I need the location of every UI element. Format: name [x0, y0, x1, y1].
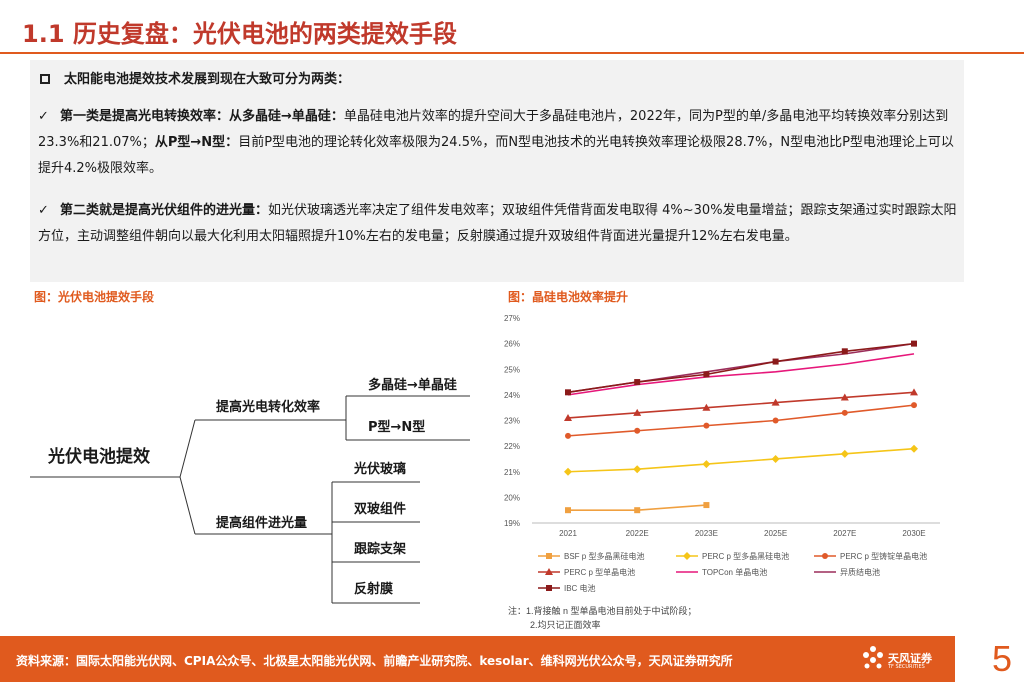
legend-label: PERC p 型多晶黑硅电池 — [702, 551, 789, 561]
data-point — [772, 417, 779, 424]
data-point — [772, 358, 779, 365]
series-line — [567, 447, 915, 473]
x-tick-label: 2025E — [764, 529, 787, 538]
tree-branch-light: 提高组件进光量 — [216, 516, 308, 531]
tree-leaf: 光伏玻璃 — [354, 462, 407, 477]
data-point — [633, 408, 642, 416]
x-tick-label: 2030E — [902, 529, 925, 538]
legend-label: 异质结电池 — [840, 567, 880, 577]
summary-intro-text: 太阳能电池提效技术发展到现在大致可分为两类： — [64, 72, 351, 87]
figure-right-title: 图：晶硅电池效率提升 — [508, 290, 629, 304]
efficiency-methods-diagram: 光伏电池提效 提高光电转化效率 多晶硅→单晶硅 P型→N型 提高组件进光量 光伏… — [30, 300, 490, 610]
data-point — [702, 460, 711, 469]
data-point — [683, 552, 691, 560]
data-point — [546, 553, 552, 559]
data-point — [822, 553, 828, 559]
point1-subheading: 从P型→N型： — [154, 135, 239, 150]
data-point — [910, 444, 918, 453]
brand-logo-icon — [863, 646, 883, 669]
data-point — [564, 413, 572, 421]
y-tick-label: 21% — [504, 468, 520, 477]
page-number: 5 — [991, 638, 1012, 679]
summary-intro: 太阳能电池提效技术发展到现在大致可分为两类： — [40, 68, 350, 87]
data-point — [545, 568, 553, 575]
point2-heading: 第二类就是提高光伏组件的进光量： — [60, 203, 269, 218]
series-line — [567, 342, 915, 394]
data-point — [910, 388, 918, 396]
tree-leaf: 双玻组件 — [354, 502, 407, 517]
data-point — [840, 449, 849, 458]
data-point — [565, 389, 571, 396]
series-line — [567, 353, 915, 396]
data-point — [702, 403, 711, 411]
check-icon: ✓ — [38, 203, 49, 218]
data-point — [565, 432, 571, 439]
y-tick-label: 25% — [504, 365, 520, 374]
y-tick-label: 27% — [504, 314, 520, 323]
data-point — [771, 398, 780, 406]
data-point — [546, 585, 552, 591]
chart-note: 2.均只记正面效率 — [530, 619, 601, 630]
data-point — [911, 340, 917, 347]
data-point — [840, 393, 849, 401]
tree-branch-conversion: 提高光电转化效率 — [216, 400, 321, 415]
brand-subname: TF SECURITIES — [888, 664, 925, 670]
series-line — [567, 404, 915, 437]
legend-label: TOPCon 单晶电池 — [702, 567, 767, 577]
legend-label: BSF p 型多晶黑硅电池 — [564, 551, 644, 561]
data-point — [634, 507, 641, 514]
chart-canvas: 19% 20% 21% 22% 23% 24% 25% 26% 27% 2021 2022E 2023… — [504, 314, 940, 630]
data-point — [703, 422, 710, 429]
x-tick-label: 2021 — [559, 529, 577, 538]
source-note: 资料来源：国际太阳能光伏网、CPIA公众号、北极星太阳能光伏网、前瞻产业研究院、… — [16, 654, 733, 668]
y-tick-label: 26% — [504, 340, 520, 349]
y-tick-label: 22% — [504, 442, 520, 451]
data-point — [564, 467, 572, 476]
data-point — [841, 409, 848, 416]
legend-label: PERC p 型单晶电池 — [564, 567, 635, 577]
y-tick-label: 23% — [504, 417, 520, 426]
data-point — [703, 502, 710, 509]
page-number-box: 5 — [955, 636, 1024, 682]
series-line — [567, 391, 915, 419]
data-point — [633, 465, 642, 474]
data-point — [911, 402, 917, 409]
point1-heading: 第一类是提高光电转换效率：从多晶硅→单晶硅： — [60, 109, 344, 124]
y-tick-label: 24% — [504, 391, 520, 400]
tree-root: 光伏电池提效 — [48, 447, 150, 467]
legend-label: IBC 电池 — [564, 583, 596, 593]
data-point — [771, 454, 780, 463]
efficiency-line-chart: 19% 20% 21% 22% 23% 24% 25% 26% 27% 2021 2022E 2023… — [490, 306, 980, 640]
page-title: 1.1 历史复盘：光伏电池的两类提效手段 — [22, 20, 457, 48]
data-point — [841, 348, 848, 355]
check-icon: ✓ — [38, 109, 49, 124]
data-point — [634, 427, 641, 434]
tree-leaf: 多晶硅→单晶硅 — [368, 378, 457, 393]
figure-left-title: 图：光伏电池提效手段 — [34, 290, 155, 304]
point2-text: 如光伏玻璃透光率决定了组件发电效率；双玻组件凭借背面发电取得 4%~30%发电量… — [38, 203, 957, 244]
x-tick-label: 2023E — [695, 529, 718, 538]
point-conversion-efficiency: ✓ 第一类是提高光电转换效率：从多晶硅→单晶硅：单晶硅电池片效率的提升空间大于多晶… — [38, 104, 960, 182]
tree-connectors — [30, 395, 470, 604]
x-tick-label: 2022E — [626, 529, 649, 538]
data-point — [634, 379, 641, 386]
tree-leaf: P型→N型 — [368, 420, 426, 435]
footer-bar — [0, 636, 1024, 682]
y-tick-label: 19% — [504, 519, 520, 528]
x-tick-label: 2027E — [833, 529, 856, 538]
brand-name: 天风证券 — [888, 652, 932, 665]
data-point — [565, 507, 571, 514]
legend-label: PERC p 型铸锭单晶电池 — [840, 551, 927, 561]
y-tick-label: 20% — [504, 493, 520, 502]
point1-text-a: 单晶硅电池片效率的提升空间大于多晶硅电池片，2022年，同为P型的单/多晶电池平… — [38, 109, 949, 150]
square-bullet-icon — [40, 74, 50, 84]
point1-text-b: 目前P型电池的理论转化效率极限为24.5%，而N型电池技术的光电转换效率理论极限… — [38, 135, 954, 176]
point-light-intake: ✓ 第二类就是提高光伏组件的进光量：如光伏玻璃透光率决定了组件发电效率；双玻组件凭… — [38, 198, 960, 250]
title-divider — [0, 52, 1024, 54]
tree-leaf: 反射膜 — [354, 582, 394, 597]
tree-leaf: 跟踪支架 — [354, 542, 407, 557]
data-point — [703, 371, 710, 378]
chart-note: 注：1.背接触 n 型单晶电池目前处于中试阶段； — [508, 605, 697, 616]
summary-panel — [30, 60, 964, 282]
